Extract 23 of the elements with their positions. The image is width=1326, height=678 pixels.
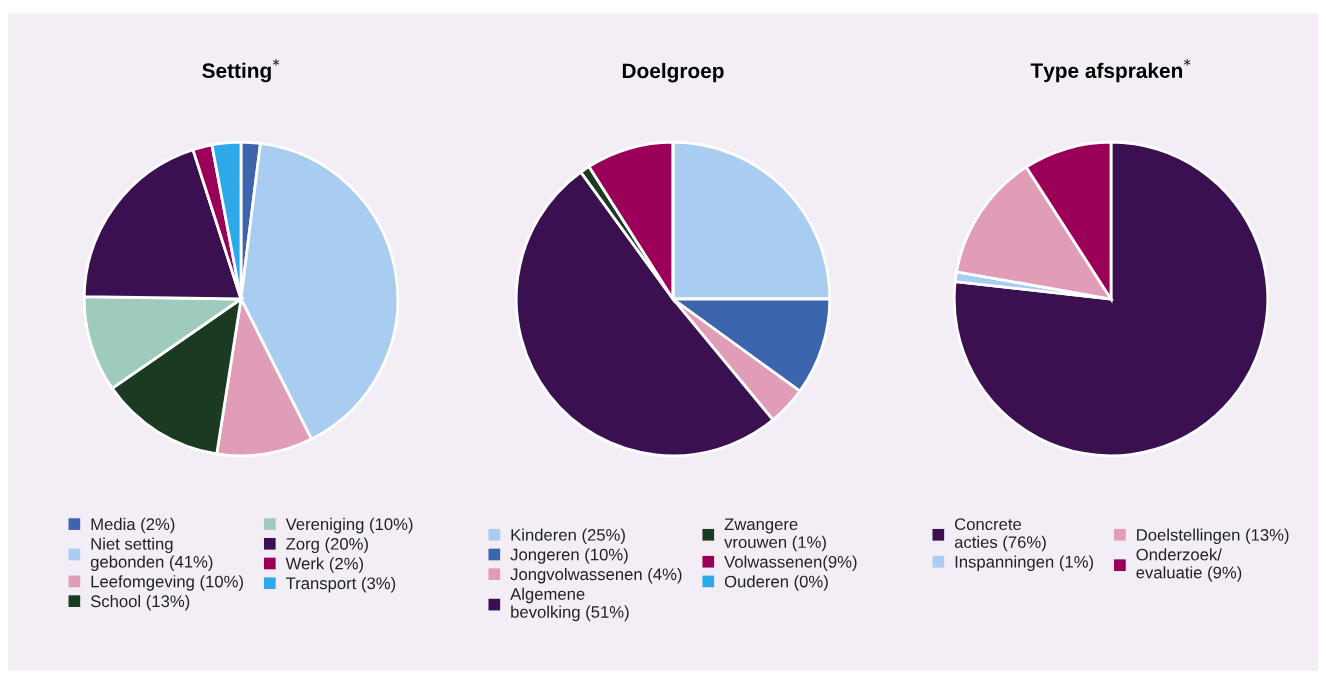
legend-label: Jongeren (10%) [510, 548, 628, 564]
chart-title: Doelgroep [622, 62, 724, 83]
chart-title: Setting$^{*}$ [202, 59, 280, 83]
legend-label: Zorg (20%) [286, 537, 368, 554]
legend-label: Werk (2%) [285, 557, 364, 573]
legend-label: School (13%) [90, 594, 190, 611]
legend-label: Media (2%) [91, 517, 175, 534]
chart-title: Type afspraken$^{*}$ [1030, 59, 1191, 83]
legend-label: Doelstellingen (13%) [1137, 528, 1289, 545]
legend-label: Niet setting gebonden (41%) [90, 537, 213, 572]
legend-label: Ouderen (0%) [724, 575, 828, 591]
legend-label: Concrete acties (76%) [954, 518, 1046, 552]
legend-label: Leefomgeving (10%) [91, 575, 243, 591]
legend-label: Inspanningen (1%) [955, 555, 1094, 572]
legend-label: Transport (3%) [286, 576, 396, 593]
legend-label: Jongvolwassenen (4%) [510, 567, 682, 584]
legend-label: Volwassenen(9%) [724, 555, 857, 572]
pie-slice [952, 140, 1270, 458]
legend-label: Kinderen (25%) [511, 528, 625, 545]
legend-label: Onderzoek/ evaluatie (9%) [1136, 548, 1242, 582]
legend-label: Vereniging (10%) [285, 517, 413, 534]
legend-label: Zwangere vrouwen (1%) [724, 518, 826, 552]
legend-label: Algemene bevolking (51%) [510, 587, 629, 622]
